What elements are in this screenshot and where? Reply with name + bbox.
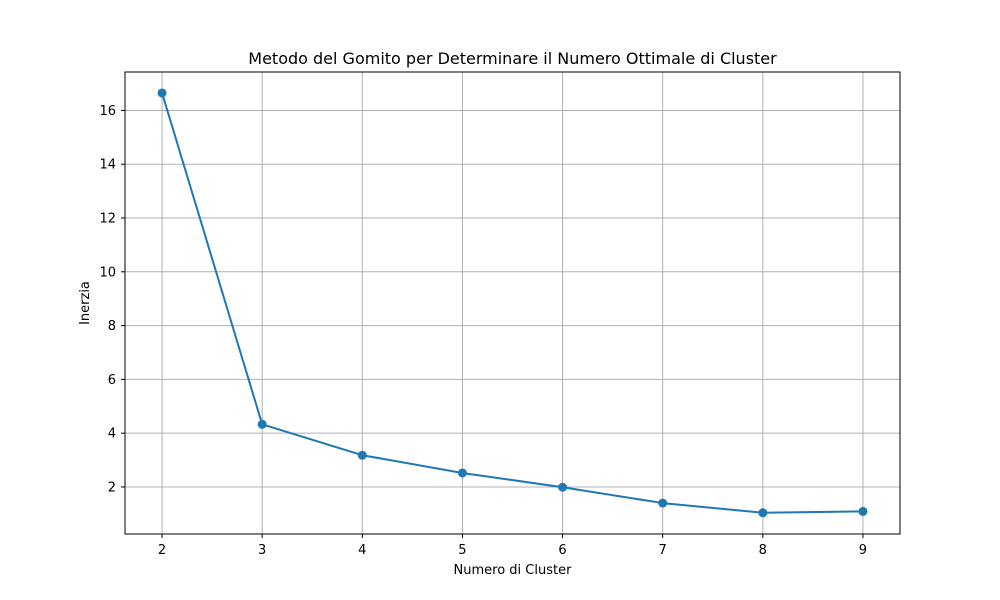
y-tick-label: 12 xyxy=(99,212,116,227)
y-axis-label: Inerzia xyxy=(78,281,93,325)
chart-title: Metodo del Gomito per Determinare il Num… xyxy=(248,49,777,68)
grid-lines xyxy=(125,72,900,534)
y-tick-label: 2 xyxy=(108,480,116,495)
tick-layer: 2 3 4 5 6 7 8 9 2 4 6 8 10 12 14 16 xyxy=(99,104,867,558)
x-tick-label: 6 xyxy=(558,543,566,558)
series-layer xyxy=(157,88,868,518)
y-tick-label: 10 xyxy=(99,265,116,280)
y-tick-label: 8 xyxy=(108,319,116,334)
data-point xyxy=(658,498,668,508)
y-tick-label: 16 xyxy=(99,104,116,119)
data-point xyxy=(357,450,367,460)
y-tick-label: 4 xyxy=(108,427,116,442)
x-tick-label: 3 xyxy=(258,543,266,558)
data-point xyxy=(858,506,868,516)
x-tick-label: 9 xyxy=(859,543,867,558)
data-point xyxy=(558,482,568,492)
x-tick-label: 8 xyxy=(759,543,767,558)
plot-frame xyxy=(124,71,901,535)
series-line xyxy=(161,92,863,514)
data-point xyxy=(758,508,768,518)
x-tick-label: 5 xyxy=(458,543,466,558)
x-tick-label: 2 xyxy=(158,543,166,558)
data-point xyxy=(457,468,467,478)
x-tick-label: 4 xyxy=(358,543,366,558)
y-tick-label: 6 xyxy=(108,373,116,388)
data-point xyxy=(257,419,267,429)
x-axis-label: Numero di Cluster xyxy=(454,563,573,578)
data-point xyxy=(157,88,167,98)
x-tick-label: 7 xyxy=(659,543,667,558)
y-tick-label: 14 xyxy=(99,158,116,173)
